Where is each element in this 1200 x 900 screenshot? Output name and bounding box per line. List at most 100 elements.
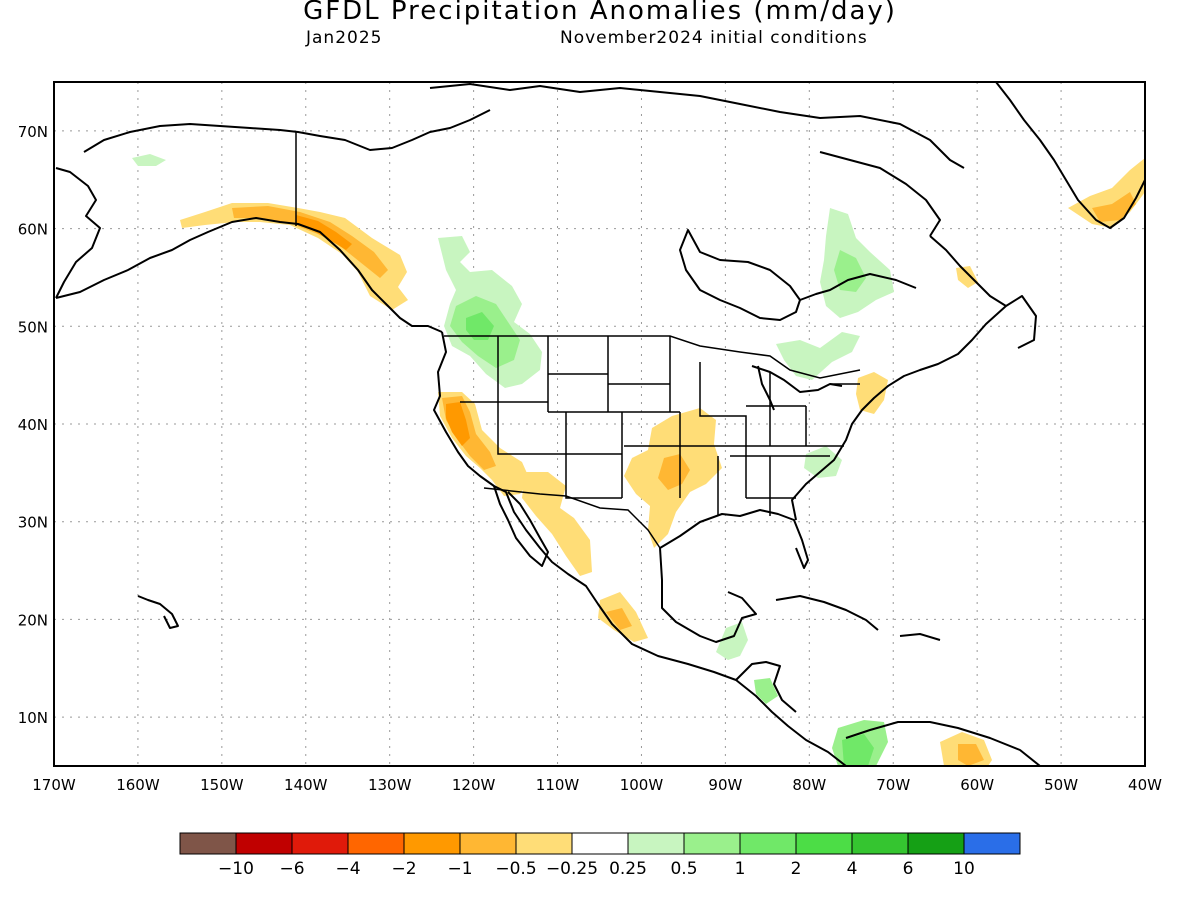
- colorbar-tick-label: −2: [391, 859, 416, 879]
- gulf-coast-us: [659, 509, 809, 569]
- colorbar: −10 −6 −4 −2 −1 −0.5 −0.25 0.25 0.5 1 2 4 6 10: [179, 832, 1021, 879]
- colorbar-swatch: [235, 832, 293, 855]
- colorbar-swatch: [627, 832, 685, 855]
- lon-tick-label: 140W: [284, 776, 328, 794]
- lon-tick-label: 70W: [876, 776, 910, 794]
- anomaly-southwest-dry: [522, 472, 592, 576]
- lon-tick-label: 110W: [536, 776, 580, 794]
- lon-tick-label: 40W: [1128, 776, 1162, 794]
- baja-california: [493, 485, 549, 567]
- colorbar-tick-label: −10: [218, 859, 254, 879]
- state-lines-west: [460, 336, 730, 499]
- colorbar-swatch: [795, 832, 853, 855]
- gulf-of-mexico-coast: [659, 547, 757, 643]
- colorbar-swatch: [179, 832, 237, 855]
- colorbar-swatch: [963, 832, 1021, 855]
- atlantic-coast-us: [791, 295, 1037, 521]
- colorbar-tick-label: 10: [953, 859, 975, 879]
- colorbar-tick-label: −6: [279, 859, 304, 879]
- colorbar-swatch: [571, 832, 629, 855]
- lon-tick-label: 130W: [368, 776, 412, 794]
- anomaly-southern-plains-dry-core: [658, 454, 690, 490]
- central-america: [735, 661, 797, 713]
- anomaly-honduras-wet: [754, 678, 778, 704]
- anomaly-mexico-southwest-dry-core: [606, 608, 632, 630]
- us-mexico-border: [483, 487, 661, 549]
- graticule: 170W 160W 150W 140W 130W 120W 110W 100W 90W 80W 70…: [18, 82, 1162, 794]
- lat-tick-label: 70N: [18, 123, 48, 141]
- hawaii: [137, 595, 179, 629]
- lon-tick-label: 160W: [116, 776, 160, 794]
- south-america-coast: [845, 721, 1041, 766]
- valid-month-label: Jan2025: [306, 28, 383, 48]
- lat-tick-label: 20N: [18, 611, 48, 629]
- baffin-island: [819, 151, 941, 237]
- colorbar-swatch: [739, 832, 797, 855]
- lat-tick-label: 50N: [18, 318, 48, 336]
- colorbar-tick-label: −0.25: [546, 859, 598, 879]
- hudson-strait: [799, 273, 917, 301]
- anomaly-mid-atlantic-wet: [804, 446, 842, 478]
- colorbar-tick-label: 4: [847, 859, 858, 879]
- labrador-coast: [929, 235, 1007, 307]
- political-borders: [295, 132, 861, 549]
- pacific-coast-na: [433, 331, 847, 766]
- state-lines-east: [699, 362, 860, 516]
- greenland-coast: [995, 82, 1145, 229]
- anomaly-alaska-core-strong: [296, 215, 352, 250]
- colorbar-swatch: [851, 832, 909, 855]
- anomaly-guyana-dry-core: [958, 744, 984, 766]
- lon-tick-label: 80W: [792, 776, 826, 794]
- lon-tick-label: 150W: [200, 776, 244, 794]
- lat-tick-label: 10N: [18, 709, 48, 727]
- anomaly-great-lakes-wet: [776, 332, 860, 380]
- anomaly-pacific-northwest-wet-strong: [466, 312, 494, 340]
- colorbar-swatch: [459, 832, 517, 855]
- initial-conditions-label: November2024 initial conditions: [560, 28, 868, 48]
- colorbar-tick-label: −0.5: [495, 859, 536, 879]
- alaska-west-coast: [55, 167, 101, 299]
- colorbar-tick-label: −4: [335, 859, 360, 879]
- anomaly-central-america-wet: [716, 622, 748, 660]
- colorbar-swatch: [907, 832, 965, 855]
- anomaly-northeast-dry: [856, 372, 888, 414]
- colorbar-tick-label: −1: [447, 859, 472, 879]
- lat-tick-label: 30N: [18, 514, 48, 532]
- coastlines: [55, 82, 1145, 766]
- colorbar-swatch: [515, 832, 573, 855]
- colorbar-swatch: [291, 832, 349, 855]
- hudson-bay: [679, 229, 801, 321]
- colorbar-tick-label: 6: [903, 859, 914, 879]
- colorbar-tick-label: 2: [791, 859, 802, 879]
- colorbar-tick-label: 1: [735, 859, 746, 879]
- arctic-islands: [429, 83, 965, 169]
- lon-tick-label: 90W: [708, 776, 742, 794]
- lat-tick-label: 40N: [18, 416, 48, 434]
- anomaly-california-dry-strong: [446, 402, 470, 446]
- anomaly-shading: [132, 154, 1145, 766]
- lat-tick-label: 60N: [18, 221, 48, 239]
- cuba: [775, 595, 879, 631]
- hispaniola: [899, 633, 941, 641]
- colorbar-swatch: [683, 832, 741, 855]
- lon-tick-label: 60W: [960, 776, 994, 794]
- anomaly-colombia-wet-core: [842, 734, 874, 766]
- lake-michigan: [757, 365, 775, 411]
- anomaly-gulf-of-alaska-dry: [180, 203, 408, 310]
- colorbar-swatch: [403, 832, 461, 855]
- alaska-north-coast: [83, 109, 491, 153]
- lon-tick-label: 100W: [620, 776, 664, 794]
- anomaly-siberia-wet: [132, 154, 166, 166]
- alaska-coast: [55, 217, 443, 333]
- lon-tick-label: 120W: [452, 776, 496, 794]
- colorbar-tick-label: 0.25: [609, 859, 647, 879]
- map-title: GFDL Precipitation Anomalies (mm/day): [303, 0, 897, 26]
- colorbar-swatch: [347, 832, 405, 855]
- lon-tick-label: 50W: [1044, 776, 1078, 794]
- us-canada-border: [444, 335, 861, 379]
- plot-frame: [53, 81, 1146, 767]
- lon-tick-label: 170W: [32, 776, 76, 794]
- anomaly-labrador-dry: [956, 266, 978, 288]
- anomaly-quebec-wet-core: [834, 250, 866, 292]
